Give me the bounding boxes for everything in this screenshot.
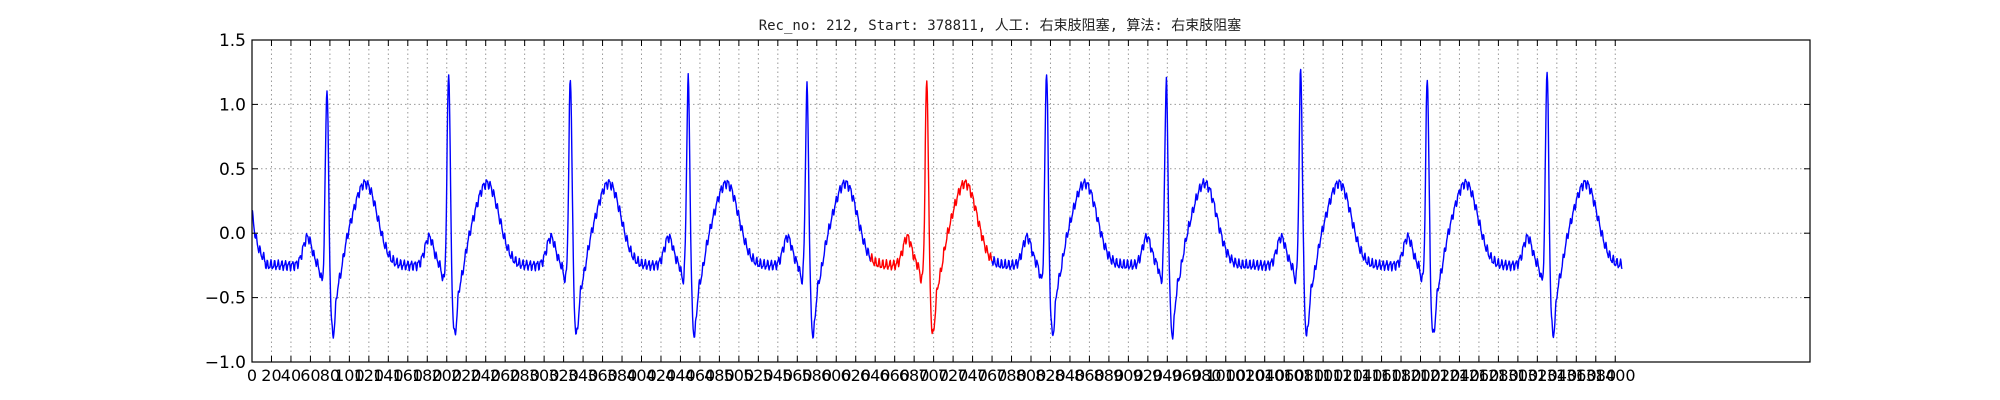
x-tick-label: 800 xyxy=(1016,366,1047,385)
y-tick-label: 0.5 xyxy=(219,160,246,180)
x-tick-label: 1180 xyxy=(1381,366,1422,385)
y-tick-label: 1.5 xyxy=(219,31,246,51)
x-tick-label: 580 xyxy=(802,366,833,385)
y-tick-label: −0.5 xyxy=(205,289,246,309)
x-tick-label: 1140 xyxy=(1342,366,1383,385)
x-tick-label: 1000 xyxy=(1205,366,1246,385)
x-tick-label: 1020 xyxy=(1225,366,1266,385)
x-tick-label: 560 xyxy=(782,366,813,385)
x-tick-label: 1100 xyxy=(1303,366,1344,385)
ecg-trace-normal xyxy=(251,73,871,339)
x-tick-label: 260 xyxy=(490,366,521,385)
x-tick-label: 220 xyxy=(451,366,482,385)
x-tick-label: 640 xyxy=(860,366,891,385)
x-tick-label: 140 xyxy=(373,366,404,385)
x-tick-label: 0 xyxy=(247,366,257,385)
x-tick-label: 620 xyxy=(840,366,871,385)
x-tick-label: 300 xyxy=(529,366,560,385)
x-tick-label: 60 xyxy=(300,366,320,385)
x-tick-label: 40 xyxy=(281,366,301,385)
x-tick-label: 320 xyxy=(548,366,579,385)
x-tick-label: 1340 xyxy=(1536,366,1577,385)
grid-lines xyxy=(252,40,1810,362)
x-tick-label: 420 xyxy=(646,366,677,385)
y-tick-label: −1.0 xyxy=(205,353,246,373)
x-tick-label: 760 xyxy=(977,366,1008,385)
x-tick-label: 1400 xyxy=(1595,366,1636,385)
y-tick-label: 0.0 xyxy=(219,224,246,244)
x-tick-label: 820 xyxy=(1035,366,1066,385)
ecg-trace-highlight xyxy=(869,80,993,335)
x-tick-label: 840 xyxy=(1055,366,1086,385)
x-tick-label: 860 xyxy=(1074,366,1105,385)
x-tick-label: 180 xyxy=(412,366,443,385)
ecg-trace-normal xyxy=(991,68,1623,340)
x-tick-label: 1040 xyxy=(1244,366,1285,385)
x-tick-label: 1120 xyxy=(1322,366,1363,385)
x-tick-label: 1300 xyxy=(1498,366,1539,385)
x-tick-label: 1200 xyxy=(1400,366,1441,385)
x-tick-label: 900 xyxy=(1113,366,1144,385)
x-tick-label: 100 xyxy=(334,366,365,385)
x-tick-label: 20 xyxy=(261,366,281,385)
x-tick-label: 120 xyxy=(354,366,385,385)
x-tick-label: 660 xyxy=(879,366,910,385)
x-tick-label: 880 xyxy=(1094,366,1125,385)
x-tick-label: 380 xyxy=(607,366,638,385)
x-tick-label: 980 xyxy=(1191,366,1222,385)
chart-title: Rec_no: 212, Start: 378811, 人工: 右束肢阻塞, 算… xyxy=(759,17,1242,34)
x-tick-label: 960 xyxy=(1172,366,1203,385)
x-tick-label: 1260 xyxy=(1459,366,1500,385)
x-tick-label: 200 xyxy=(431,366,462,385)
x-tick-label: 400 xyxy=(626,366,657,385)
x-tick-label: 360 xyxy=(587,366,618,385)
x-tick-label: 480 xyxy=(704,366,735,385)
x-tick-label: 1280 xyxy=(1478,366,1519,385)
x-tick-label: 160 xyxy=(393,366,424,385)
x-tick-label: 460 xyxy=(685,366,716,385)
x-tick-label: 740 xyxy=(957,366,988,385)
x-tick-label: 1320 xyxy=(1517,366,1558,385)
x-tick-label: 440 xyxy=(665,366,696,385)
x-tick-label: 520 xyxy=(743,366,774,385)
x-tick-label: 1160 xyxy=(1361,366,1402,385)
x-tick-label: 1240 xyxy=(1439,366,1480,385)
x-tick-label: 340 xyxy=(568,366,599,385)
x-tick-label: 780 xyxy=(996,366,1027,385)
y-tick-label: 1.0 xyxy=(219,95,246,115)
x-tick-label: 720 xyxy=(938,366,969,385)
x-tick-label: 940 xyxy=(1152,366,1183,385)
x-tick-label: 500 xyxy=(724,366,755,385)
x-tick-label: 920 xyxy=(1133,366,1164,385)
x-tick-label: 80 xyxy=(320,366,340,385)
y-axis: −1.0 −0.5 0.0 0.5 1.0 1.5 xyxy=(205,31,1810,373)
x-tick-label: 1360 xyxy=(1556,366,1597,385)
x-tick-label: 1060 xyxy=(1264,366,1305,385)
x-tick-label: 540 xyxy=(763,366,794,385)
ecg-traces xyxy=(251,68,1623,340)
x-tick-label: 1080 xyxy=(1283,366,1324,385)
x-tick-label: 600 xyxy=(821,366,852,385)
x-tick-label: 1220 xyxy=(1420,366,1461,385)
x-tick-label: 1380 xyxy=(1575,366,1616,385)
x-axis: 0 20 40 60 801001201401601802002202402602803… xyxy=(247,40,1636,385)
x-tick-label: 700 xyxy=(918,366,949,385)
x-tick-label: 280 xyxy=(509,366,540,385)
x-tick-label: 240 xyxy=(470,366,501,385)
x-tick-label: 680 xyxy=(899,366,930,385)
